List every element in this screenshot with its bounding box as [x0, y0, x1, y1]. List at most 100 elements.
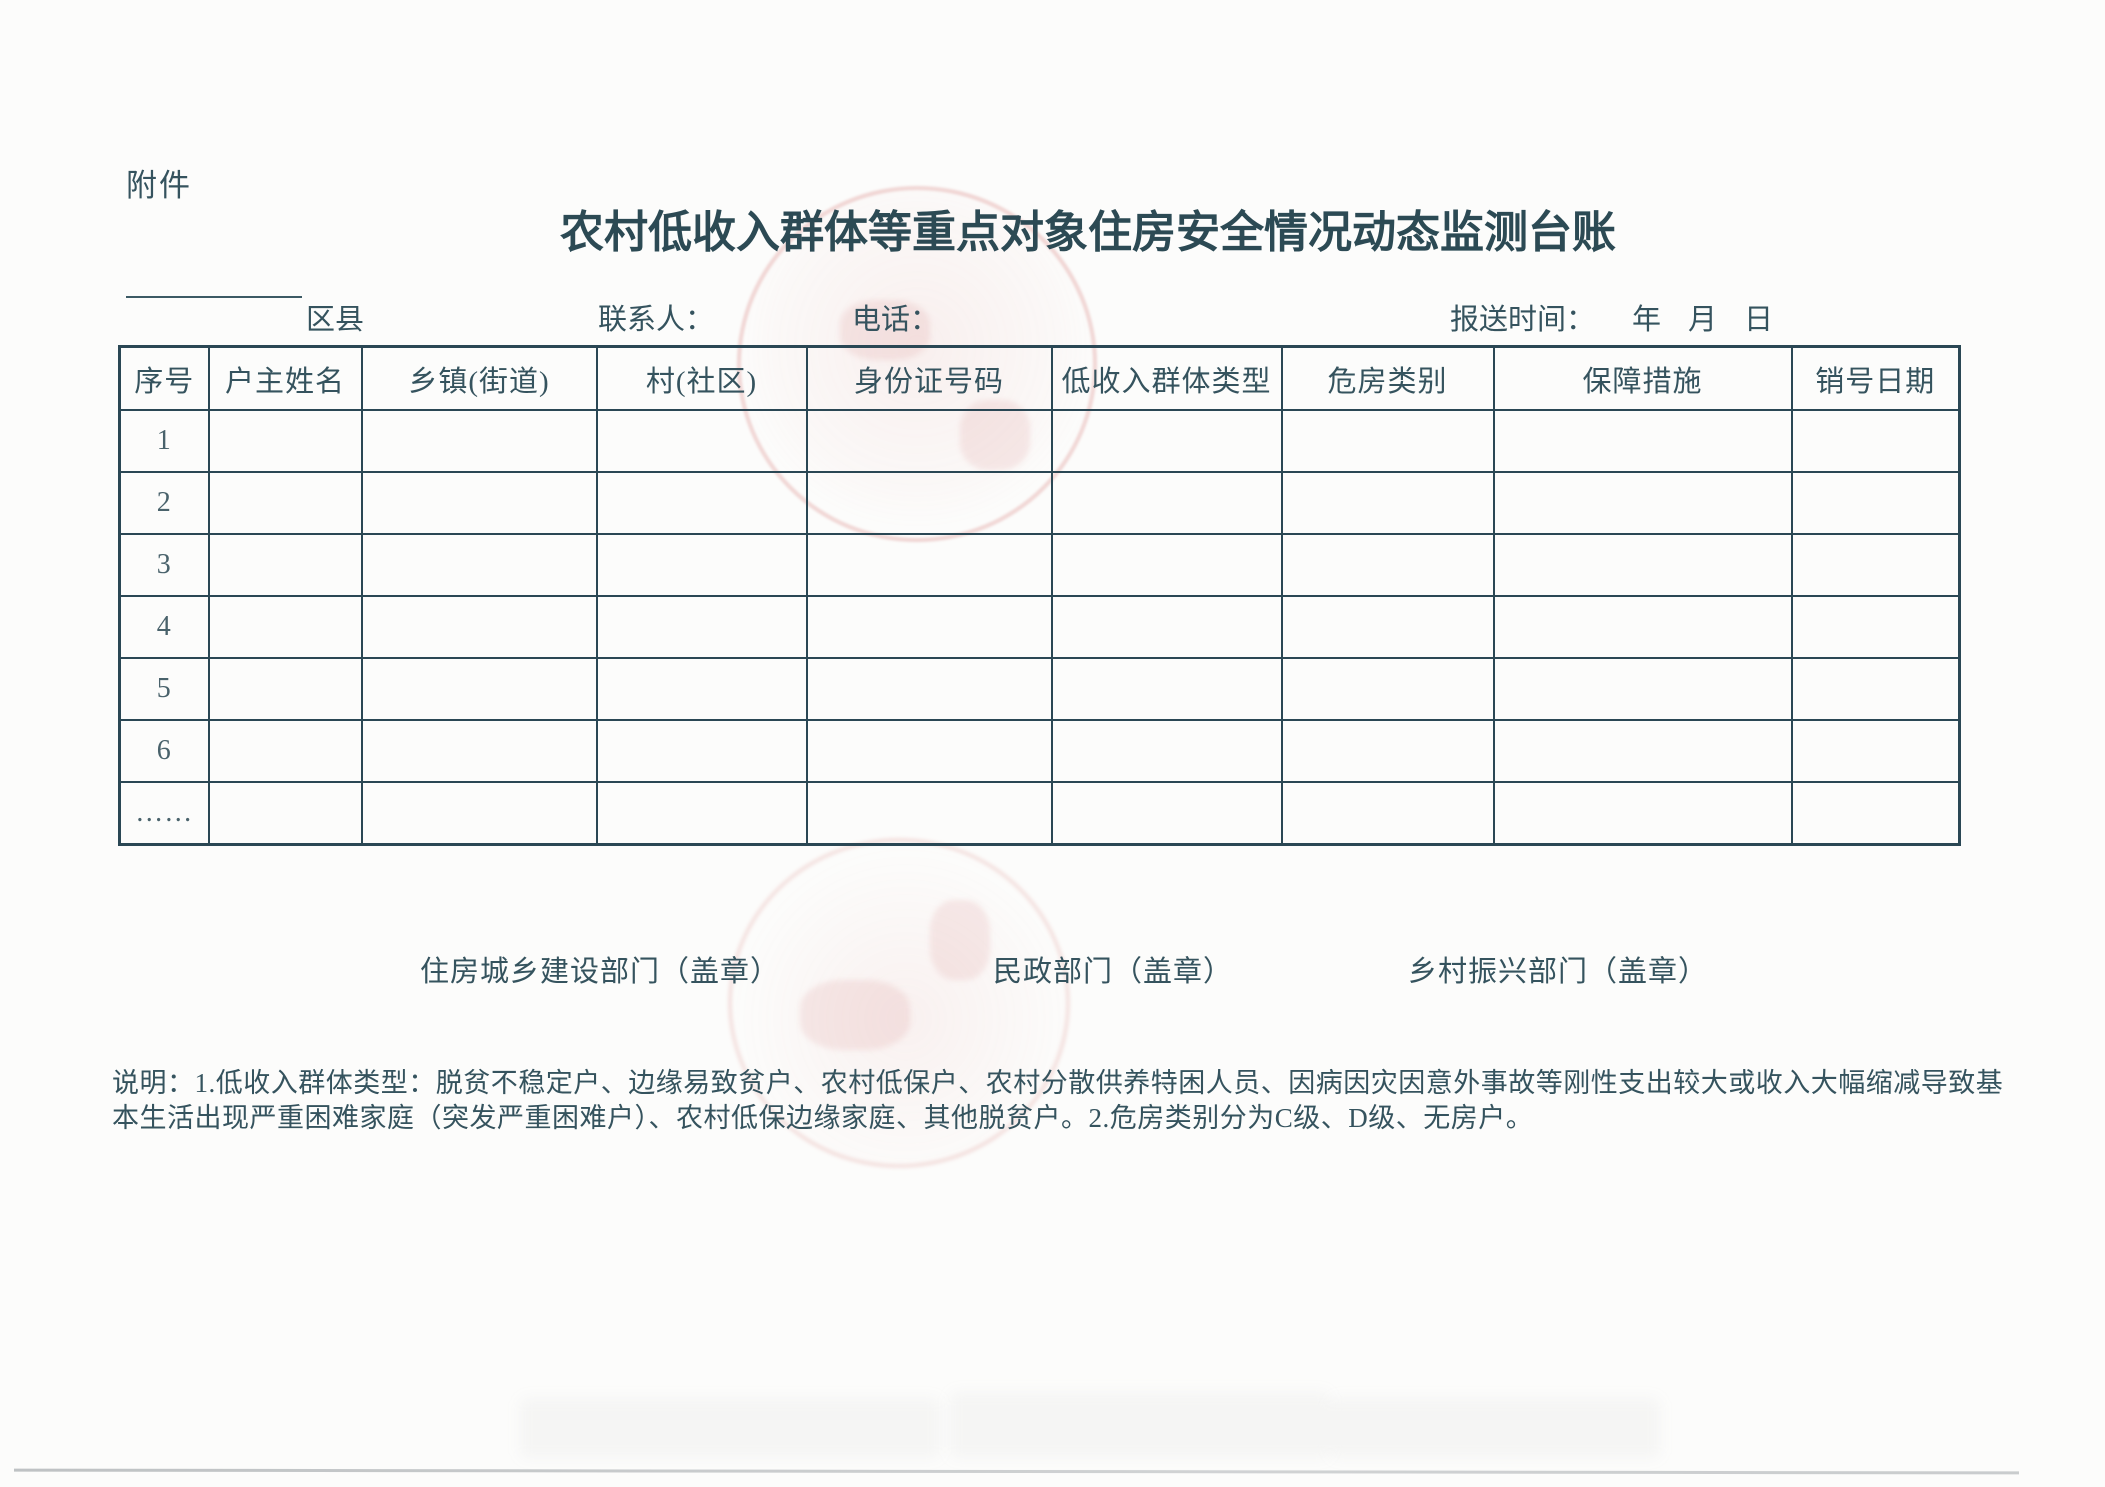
header-cell-closure-date: 销号日期: [1790, 345, 1961, 411]
attachment-label: 附件: [126, 168, 192, 203]
empty-cell: [805, 781, 1053, 846]
empty-cell: [1790, 657, 1961, 721]
scan-noise: [1330, 1398, 1660, 1458]
header-cell-safeguard-measures: 保障措施: [1492, 345, 1793, 411]
empty-cell: [1280, 409, 1495, 473]
red-seal-smudge: [930, 900, 990, 980]
row-number-cell: 4: [118, 595, 210, 659]
table-row: 3: [118, 533, 1961, 597]
empty-cell: [595, 657, 808, 721]
header-cell-township: 乡镇(街道): [360, 345, 598, 411]
monitoring-ledger-table: 序号 户主姓名 乡镇(街道) 村(社区) 身份证号码 低收入群体类型 危房类别 …: [118, 345, 1961, 846]
empty-cell: [805, 719, 1053, 783]
empty-cell: [595, 533, 808, 597]
empty-cell: [1492, 719, 1793, 783]
empty-cell: [595, 595, 808, 659]
empty-cell: [1790, 781, 1961, 846]
row-number-cell: 3: [118, 533, 210, 597]
empty-cell: [207, 533, 363, 597]
empty-cell: [1050, 471, 1283, 535]
empty-cell: [360, 657, 598, 721]
empty-cell: [1492, 657, 1793, 721]
red-seal-smudge: [800, 980, 910, 1050]
empty-cell: [207, 409, 363, 473]
row-number-cell: 2: [118, 471, 210, 535]
empty-cell: [360, 409, 598, 473]
table-row: 2: [118, 471, 1961, 535]
empty-cell: [1492, 533, 1793, 597]
empty-cell: [595, 409, 808, 473]
row-number-cell: ……: [118, 781, 210, 846]
header-cell-serial: 序号: [118, 345, 210, 411]
scan-edge-artifact: [13, 1468, 2020, 1475]
empty-cell: [595, 781, 808, 846]
empty-cell: [1280, 533, 1495, 597]
empty-cell: [805, 595, 1053, 659]
table-row: ……: [118, 781, 1961, 846]
table-header-row: 序号 户主姓名 乡镇(街道) 村(社区) 身份证号码 低收入群体类型 危房类别 …: [118, 345, 1961, 411]
scan-noise: [520, 1398, 940, 1458]
empty-cell: [1790, 533, 1961, 597]
row-number-cell: 6: [118, 719, 210, 783]
header-cell-householder-name: 户主姓名: [207, 345, 363, 411]
empty-cell: [207, 657, 363, 721]
empty-cell: [207, 471, 363, 535]
empty-cell: [1790, 409, 1961, 473]
notes-text: 说明：1.低收入群体类型：脱贫不稳定户、边缘易致贫户、农村低保户、农村分散供养特…: [112, 1068, 2004, 1133]
empty-cell: [360, 533, 598, 597]
row-number-cell: 5: [118, 657, 210, 721]
empty-cell: [207, 781, 363, 846]
empty-cell: [360, 595, 598, 659]
region-label: 区县: [306, 304, 365, 336]
signature-housing-dept: 住房城乡建设部门（盖章）: [420, 956, 781, 988]
empty-cell: [1280, 781, 1495, 846]
table-row: 6: [118, 719, 1961, 783]
month-label: 月: [1688, 304, 1718, 336]
page-title: 农村低收入群体等重点对象住房安全情况动态监测台账: [560, 208, 1616, 257]
header-cell-low-income-type: 低收入群体类型: [1050, 345, 1283, 411]
empty-cell: [1492, 781, 1793, 846]
empty-cell: [360, 781, 598, 846]
empty-cell: [1050, 409, 1283, 473]
empty-cell: [595, 471, 808, 535]
region-blank-underline: [126, 296, 302, 298]
table-body: 1 2 3 4 5 6……: [118, 409, 1961, 846]
empty-cell: [1050, 595, 1283, 659]
header-cell-id-number: 身份证号码: [805, 345, 1053, 411]
empty-cell: [805, 409, 1053, 473]
header-cell-village: 村(社区): [595, 345, 808, 411]
empty-cell: [805, 471, 1053, 535]
empty-cell: [1790, 719, 1961, 783]
row-number-cell: 1: [118, 409, 210, 473]
report-time-label: 报送时间：: [1450, 304, 1596, 336]
empty-cell: [360, 719, 598, 783]
empty-cell: [1050, 533, 1283, 597]
empty-cell: [805, 657, 1053, 721]
empty-cell: [207, 719, 363, 783]
empty-cell: [1790, 471, 1961, 535]
empty-cell: [1280, 595, 1495, 659]
empty-cell: [1280, 657, 1495, 721]
empty-cell: [1280, 719, 1495, 783]
empty-cell: [595, 719, 808, 783]
scan-noise: [950, 1392, 1330, 1458]
header-cell-danger-category: 危房类别: [1280, 345, 1495, 411]
empty-cell: [1050, 657, 1283, 721]
empty-cell: [805, 533, 1053, 597]
empty-cell: [1492, 595, 1793, 659]
year-label: 年: [1632, 304, 1662, 336]
empty-cell: [1050, 719, 1283, 783]
empty-cell: [1790, 595, 1961, 659]
empty-cell: [1050, 781, 1283, 846]
empty-cell: [207, 595, 363, 659]
empty-cell: [360, 471, 598, 535]
signature-rural-revitalization-dept: 乡村振兴部门（盖章）: [1408, 956, 1709, 988]
table-row: 1: [118, 409, 1961, 473]
day-label: 日: [1744, 304, 1774, 336]
table-row: 4: [118, 595, 1961, 659]
empty-cell: [1492, 409, 1793, 473]
phone-label: 电话：: [852, 304, 940, 336]
empty-cell: [1492, 471, 1793, 535]
table-row: 5: [118, 657, 1961, 721]
